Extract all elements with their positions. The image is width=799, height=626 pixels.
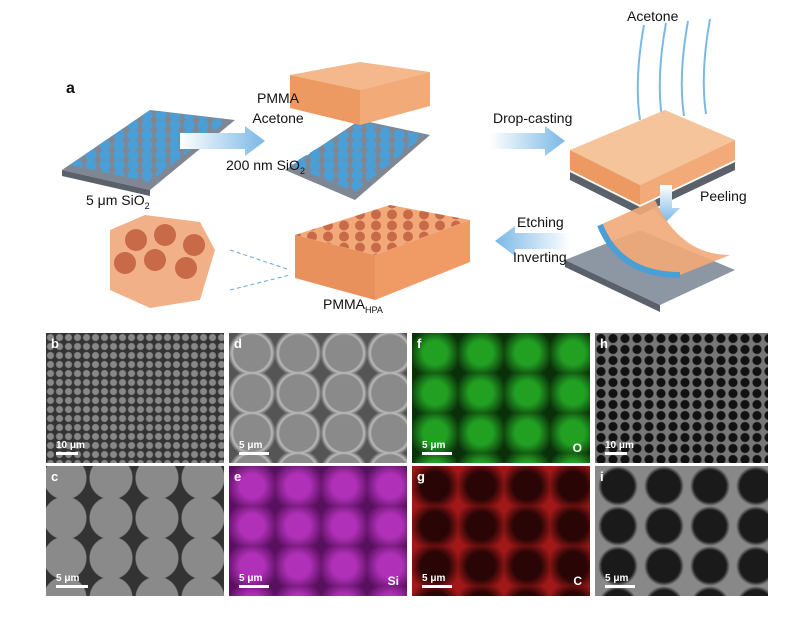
step2-label: Drop-casting bbox=[493, 110, 573, 126]
arrow-2 bbox=[490, 126, 565, 156]
panel-d-sem: d 5 μm bbox=[229, 333, 407, 463]
panel-c-sem: c 5 μm bbox=[46, 466, 224, 596]
scale-bar: 5 μm bbox=[56, 573, 88, 588]
scale-bar: 5 μm bbox=[239, 573, 269, 588]
scale-bar: 10 μm bbox=[56, 440, 85, 455]
peeling bbox=[565, 200, 735, 312]
scale-bar: 10 μm bbox=[605, 440, 634, 455]
scale-bar: 5 μm bbox=[422, 440, 452, 455]
panel-label: e bbox=[234, 469, 242, 484]
panel-label: f bbox=[417, 336, 422, 351]
panel-label: h bbox=[600, 336, 608, 351]
hexagonal-unit bbox=[110, 215, 215, 308]
panel-e-edx-si: e 5 μm Si bbox=[229, 466, 407, 596]
step3-label: Peeling bbox=[700, 188, 747, 204]
panel-label: d bbox=[234, 336, 242, 351]
substrate-label: 5 μm SiO2 bbox=[86, 192, 150, 211]
panel-f-edx-o: f 5 μm O bbox=[412, 333, 590, 463]
step4-label-top: Etching bbox=[517, 214, 564, 230]
panel-label: i bbox=[600, 469, 604, 484]
panel-g-edx-c: g 5 μm C bbox=[412, 466, 590, 596]
element-label: O bbox=[572, 441, 582, 455]
panel-label: c bbox=[51, 469, 59, 484]
evaporation-label: Acetone bbox=[627, 8, 679, 24]
step1-label-top: PMMA bbox=[257, 90, 299, 106]
arrow-4 bbox=[495, 226, 570, 256]
panel-label: b bbox=[51, 336, 59, 351]
element-label: Si bbox=[387, 574, 399, 588]
schematic bbox=[62, 18, 735, 312]
arrow-1 bbox=[180, 126, 265, 156]
pmma-hpa-block bbox=[295, 205, 470, 300]
panel-a-label: a bbox=[66, 80, 75, 97]
scale-bar: 5 μm bbox=[239, 440, 269, 455]
element-label: C bbox=[573, 574, 582, 588]
substrate-with-spheres bbox=[62, 110, 235, 196]
scale-bar: 5 μm bbox=[422, 573, 452, 588]
panel-label: g bbox=[417, 469, 425, 484]
pmma-block-and-spheres bbox=[285, 62, 430, 200]
scale-bar: 5 μm bbox=[605, 573, 635, 588]
panel-b-sem: b 10 μm bbox=[46, 333, 224, 463]
product-label: PMMAHPA bbox=[323, 296, 383, 315]
panel-i-sem: i 5 μm bbox=[595, 466, 768, 596]
panel-h-sem: h 10 μm bbox=[595, 333, 768, 463]
step4-label-bottom: Inverting bbox=[513, 249, 567, 265]
evaporation-arrows bbox=[636, 18, 711, 121]
zoom-lines bbox=[229, 249, 291, 291]
step1-label-bottom: 200 nm SiO2 bbox=[226, 157, 305, 176]
step1-label-mid: Acetone bbox=[252, 110, 304, 126]
